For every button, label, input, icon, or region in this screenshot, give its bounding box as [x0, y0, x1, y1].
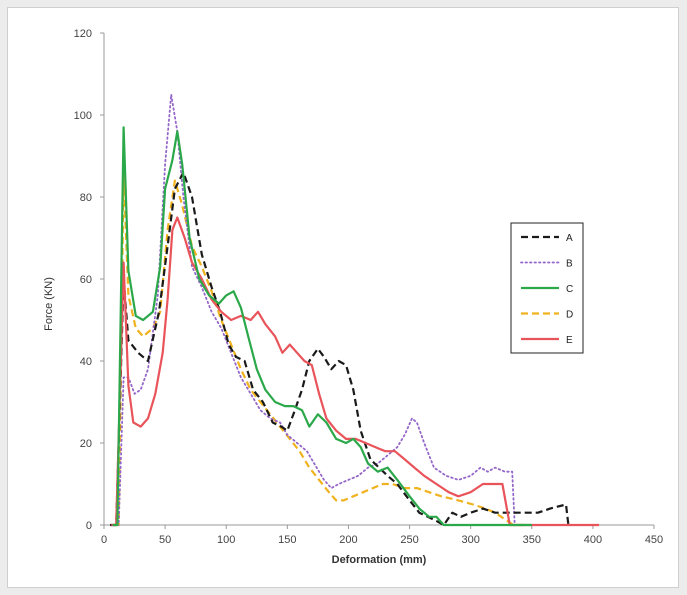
y-tick-label: 100 [74, 110, 92, 122]
x-tick-label: 250 [400, 534, 418, 546]
x-tick-label: 100 [217, 534, 235, 546]
y-axis-title: Force (KN) [43, 277, 55, 331]
tick-labels: 0 50 100 150 200 250 300 350 400 450 0 20 40 60 80 100 1… [74, 28, 664, 546]
legend-label-c: C [566, 284, 573, 295]
series-line-b [111, 93, 521, 526]
legend-label-d: D [566, 310, 573, 321]
line-chart: 0 50 100 150 200 250 300 350 400 450 0 20 40 60 80 100 1… [43, 28, 664, 566]
series-line-d [113, 171, 526, 527]
series-lines [110, 93, 599, 527]
x-tick-label: 150 [278, 534, 296, 546]
x-axis-title: Deformation (mm) [332, 554, 427, 566]
x-tick-label: 200 [339, 534, 357, 546]
legend: A B C D E [510, 222, 584, 354]
x-tick-label: 350 [523, 534, 541, 546]
x-tick-label: 450 [645, 534, 663, 546]
legend-items: A B C D E [520, 233, 573, 346]
x-tick-label: 400 [584, 534, 602, 546]
series-line-c [112, 126, 532, 527]
y-tick-label: 80 [80, 192, 92, 204]
y-tick-label: 40 [80, 356, 92, 368]
y-tick-label: 20 [80, 438, 92, 450]
x-tick-label: 300 [461, 534, 479, 546]
y-tick-label: 0 [86, 520, 92, 532]
chart-frame: 0 50 100 150 200 250 300 350 400 450 0 20 40 60 80 100 1… [7, 7, 679, 588]
x-tick-label: 0 [101, 534, 107, 546]
series-line-e [111, 216, 599, 527]
x-tick-label: 50 [159, 534, 171, 546]
legend-label-a: A [566, 233, 573, 244]
y-tick-label: 60 [80, 274, 92, 286]
legend-label-b: B [566, 259, 573, 270]
series-line-a [110, 171, 570, 527]
legend-label-e: E [566, 335, 573, 346]
y-tick-label: 120 [74, 28, 92, 40]
